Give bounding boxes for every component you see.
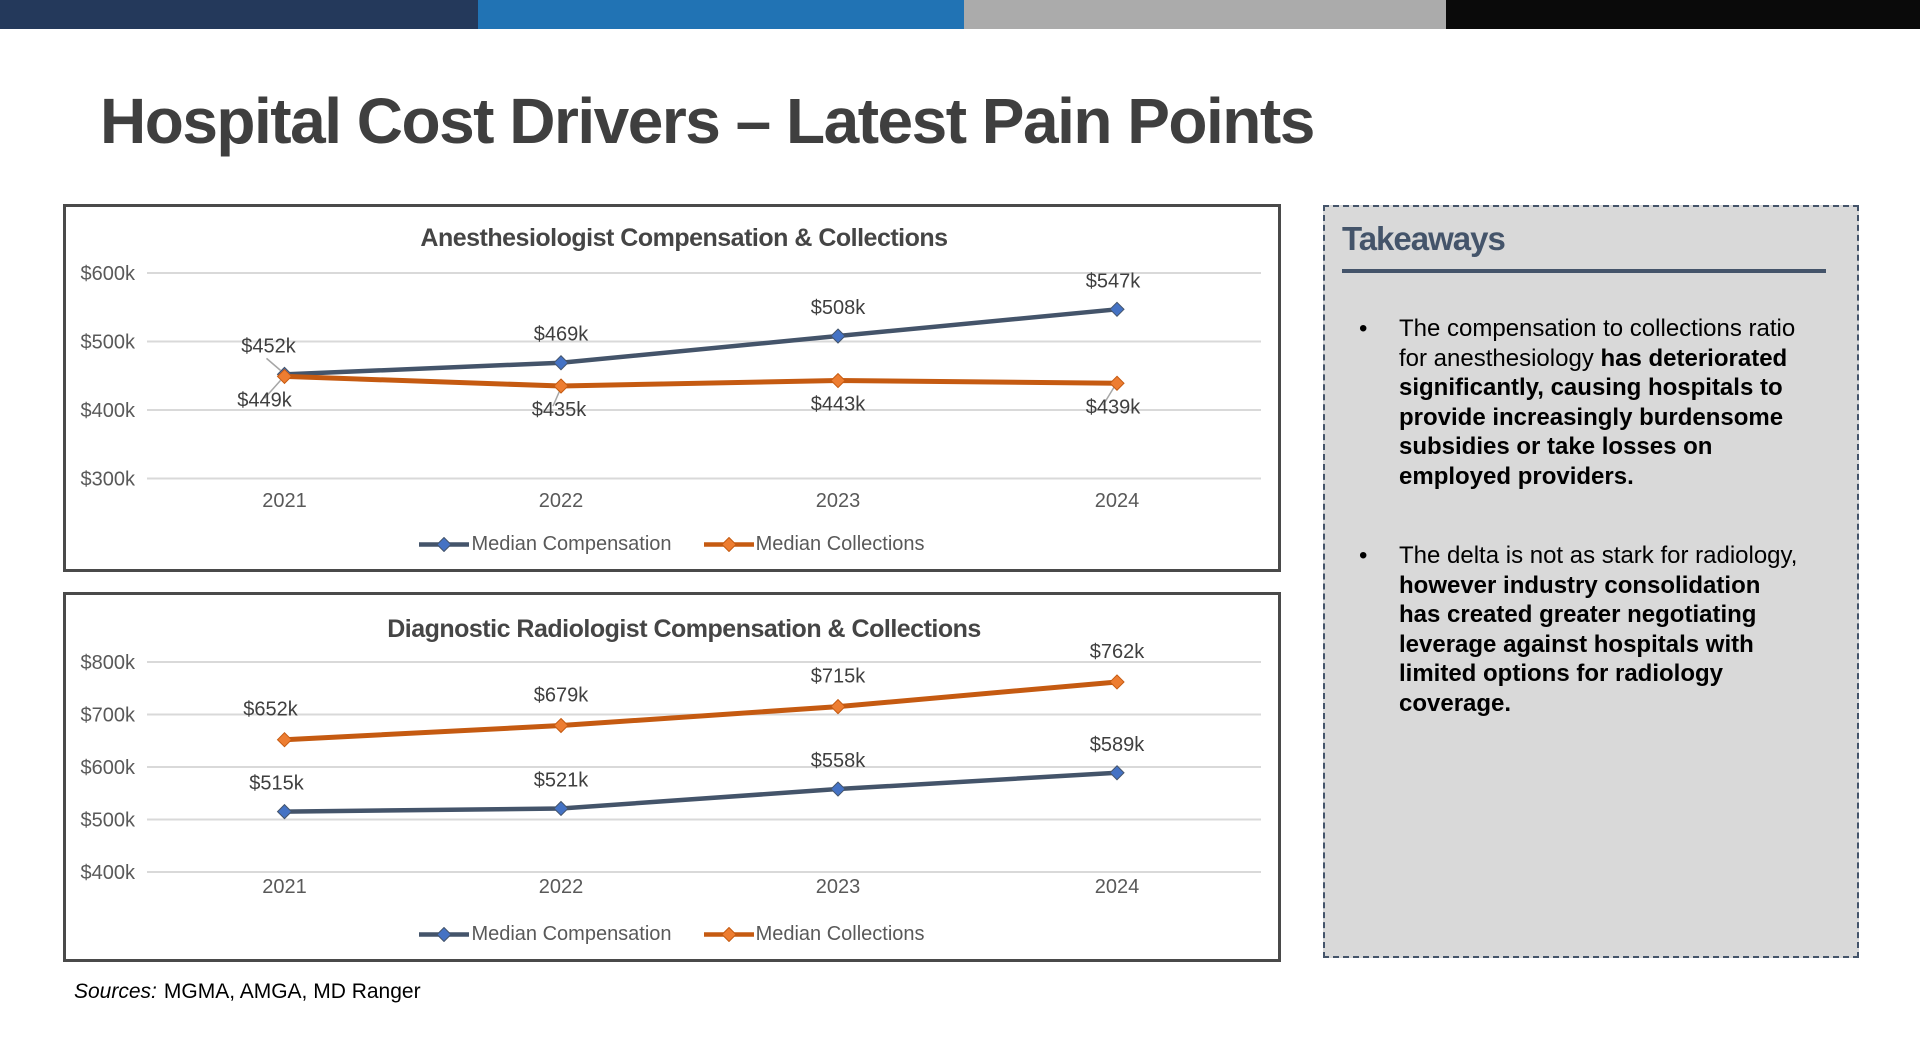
data-label: $515k — [249, 773, 304, 795]
sources-note: Sources: MGMA, AMGA, MD Ranger — [74, 980, 421, 1004]
data-point-marker — [553, 717, 569, 734]
data-point-marker — [553, 355, 569, 371]
data-point-marker — [276, 368, 293, 385]
legend-item: Median Compensation — [419, 533, 672, 556]
diagnostic-radiologist-compensation-collections-chart: $800k $700k $600k $500k $400k Diagnostic Radi… — [81, 615, 1261, 898]
data-label: $547k — [1086, 270, 1141, 292]
data-label: $762k — [1090, 641, 1145, 663]
series-line-median-collections — [284, 679, 1118, 743]
legend-line-marker-icon — [703, 537, 754, 552]
data-point-marker — [1109, 765, 1125, 781]
takeaways-heading: Takeaways — [1342, 220, 1506, 257]
legend-item: Median Collections — [703, 533, 925, 556]
x-tick-label: 2023 — [816, 490, 861, 512]
x-tick-label: 2024 — [1095, 876, 1140, 898]
takeaways-divider — [1342, 269, 1826, 273]
data-point-marker — [1109, 375, 1125, 391]
data-label: $508k — [811, 297, 866, 319]
x-tick-label: 2023 — [816, 876, 861, 898]
x-tick-label: 2021 — [262, 876, 307, 898]
chart-title: Diagnostic Radiologist Compensation & Co… — [387, 615, 981, 643]
accent-bar-segment-navy — [0, 0, 478, 29]
series-line-median-compensation — [284, 307, 1118, 377]
takeaway-text-bold: however industry consolidation has creat… — [1399, 571, 1761, 717]
data-point-marker — [830, 698, 846, 715]
takeaways-list: The compensation to collections ratio fo… — [1359, 314, 1799, 718]
data-label-leader-line — [1102, 386, 1115, 406]
series-line-median-compensation — [284, 770, 1118, 814]
data-point-marker — [830, 372, 846, 389]
chart-panel-diagnostic-radiologist: $800k $700k $600k $500k $400k Diagnostic Radi… — [63, 592, 1281, 962]
legend-label: Median Collections — [755, 923, 925, 945]
sources-text: MGMA, AMGA, MD Ranger — [163, 980, 421, 1003]
accent-bar — [0, 0, 1920, 29]
y-tick-label: $400k — [81, 862, 136, 884]
x-tick-label: 2022 — [539, 490, 584, 512]
legend-label: Median Collections — [755, 533, 925, 555]
data-point-marker — [830, 328, 846, 344]
data-point-marker — [1109, 301, 1125, 318]
chart-legend: Median Compensation Median Collections — [66, 533, 1278, 556]
y-tick-label: $700k — [81, 705, 136, 727]
legend-line-marker-icon — [419, 927, 470, 942]
slide-title: Hospital Cost Drivers – Latest Pain Poin… — [100, 85, 1315, 157]
y-tick-label: $300k — [81, 469, 136, 491]
x-tick-label: 2024 — [1095, 490, 1140, 512]
data-point-marker — [553, 800, 569, 817]
data-point-marker — [553, 378, 569, 394]
accent-bar-segment-gray — [964, 0, 1446, 29]
data-label-leader-line — [263, 379, 282, 399]
data-label: $435k — [532, 399, 587, 421]
data-point-marker — [830, 781, 846, 797]
legend-label: Median Compensation — [471, 923, 672, 945]
takeaways-panel: Takeaways The compensation to collection… — [1323, 205, 1859, 958]
data-label-leader-line — [552, 389, 561, 407]
takeaway-text: The compensation to collections ratio fo… — [1399, 315, 1796, 372]
data-label: $715k — [811, 666, 866, 688]
data-label: $439k — [1086, 396, 1141, 418]
sources-label: Sources: — [74, 980, 157, 1003]
x-tick-label: 2021 — [262, 490, 307, 512]
takeaway-bullet: The delta is not as stark for radiology,… — [1359, 541, 1799, 718]
data-label: $558k — [811, 750, 866, 772]
legend-line-marker-icon — [419, 537, 470, 552]
chart-panel-anesthesiologist: $600k $500k $400k $300k Anesthesiologist Com… — [63, 204, 1281, 572]
takeaway-bullet: The compensation to collections ratio fo… — [1359, 314, 1799, 491]
y-tick-label: $600k — [81, 263, 136, 285]
data-point-marker — [276, 731, 293, 748]
data-label: $443k — [811, 394, 866, 416]
chart-legend: Median Compensation Median Collections — [66, 923, 1278, 946]
accent-bar-segment-black — [1446, 0, 1920, 29]
data-label-leader-line — [266, 357, 281, 371]
y-tick-label: $500k — [81, 810, 136, 832]
y-tick-label: $600k — [81, 757, 136, 779]
data-label: $449k — [237, 389, 292, 411]
legend-item: Median Compensation — [419, 923, 672, 946]
data-label: $452k — [241, 335, 296, 357]
anesthesiologist-compensation-collections-chart: $600k $500k $400k $300k Anesthesiologist Com… — [81, 224, 1261, 512]
data-label: $521k — [534, 769, 589, 791]
legend-line-marker-icon — [703, 927, 754, 942]
y-tick-label: $400k — [81, 400, 136, 422]
y-tick-label: $500k — [81, 332, 136, 354]
legend-item: Median Collections — [703, 923, 925, 946]
x-tick-label: 2022 — [539, 876, 584, 898]
series-line-median-collections — [284, 373, 1118, 389]
takeaway-text: The delta is not as stark for radiology, — [1399, 542, 1798, 569]
chart-title: Anesthesiologist Compensation & Collecti… — [420, 224, 947, 252]
y-tick-label: $800k — [81, 652, 136, 674]
legend-label: Median Compensation — [471, 533, 672, 555]
data-point-marker — [276, 803, 293, 820]
takeaway-text-bold: has deteriorated significantly, causing … — [1399, 344, 1788, 490]
data-label: $469k — [534, 324, 589, 346]
accent-bar-segment-blue — [478, 0, 964, 29]
data-point-marker — [1109, 674, 1125, 690]
data-label: $679k — [534, 685, 589, 707]
data-label: $652k — [243, 699, 298, 721]
data-label: $589k — [1090, 734, 1145, 756]
